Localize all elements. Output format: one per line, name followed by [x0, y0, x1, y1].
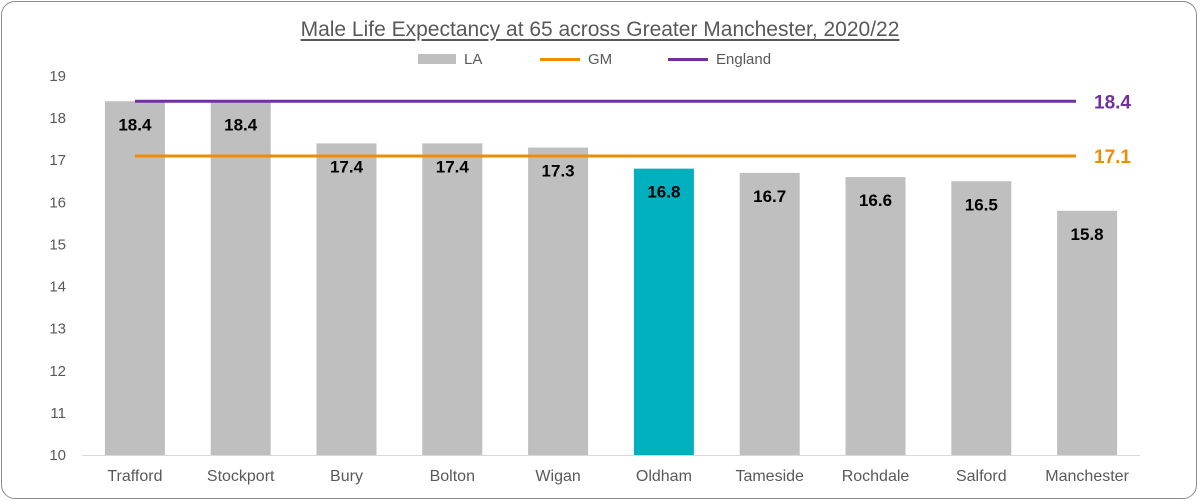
y-tick-label: 11	[50, 405, 66, 422]
x-tick-label: Bolton	[430, 468, 475, 485]
y-tick-label: 13	[49, 321, 66, 338]
x-tick-label: Manchester	[1045, 468, 1129, 485]
chart-legend: LA GM England	[0, 48, 1200, 70]
reference-label-gm: 17.1	[1094, 147, 1131, 168]
bar-value-label: 17.4	[330, 157, 364, 176]
x-tick-label: Rochdale	[842, 468, 910, 485]
chart-title: Male Life Expectancy at 65 across Greate…	[300, 18, 900, 41]
bar-value-label: 17.4	[436, 157, 470, 176]
bar	[104, 101, 165, 456]
x-tick-label: Wigan	[535, 468, 580, 485]
x-tick-label: Bury	[330, 468, 363, 485]
bar	[528, 147, 589, 456]
y-tick-label: 17	[49, 152, 66, 169]
bar-value-label: 16.8	[647, 183, 680, 202]
bar-value-label: 15.8	[1071, 225, 1104, 244]
reference-label-england: 18.4	[1094, 92, 1131, 113]
legend-item-gm: GM	[540, 48, 612, 70]
bar	[739, 172, 800, 455]
legend-item-la: LA	[418, 48, 482, 70]
y-tick-label: 16	[49, 194, 66, 211]
bar-value-label: 16.5	[965, 195, 998, 214]
bar	[845, 177, 906, 456]
bar	[210, 101, 271, 456]
y-tick-label: 18	[49, 110, 66, 127]
x-tick-label: Trafford	[107, 468, 162, 485]
legend-swatch-la	[418, 54, 456, 64]
bar-value-label: 18.4	[224, 115, 258, 134]
bar-value-label: 17.3	[542, 162, 575, 181]
bar-value-label: 16.6	[859, 191, 892, 210]
y-tick-label: 12	[49, 363, 66, 380]
bar	[1057, 210, 1118, 455]
legend-label-england: England	[716, 50, 772, 68]
bar	[422, 143, 483, 455]
bar-value-label: 16.7	[753, 187, 786, 206]
x-tick-label: Oldham	[636, 468, 692, 485]
legend-label-la: LA	[464, 50, 483, 68]
bar	[951, 181, 1012, 455]
x-tick-label: Salford	[956, 468, 1007, 485]
legend-swatch-england	[668, 57, 708, 61]
y-tick-label: 19	[49, 68, 66, 85]
legend-swatch-gm	[540, 57, 580, 61]
y-tick-label: 10	[49, 447, 66, 464]
bar	[316, 143, 377, 455]
y-tick-label: 14	[49, 279, 66, 296]
legend-label-gm: GM	[588, 50, 613, 68]
legend-item-england: England	[668, 48, 771, 70]
bar-value-label: 18.4	[118, 115, 152, 134]
bar	[633, 168, 694, 455]
y-tick-label: 15	[49, 236, 66, 253]
x-tick-label: Tameside	[735, 468, 804, 485]
x-tick-label: Stockport	[207, 468, 275, 485]
